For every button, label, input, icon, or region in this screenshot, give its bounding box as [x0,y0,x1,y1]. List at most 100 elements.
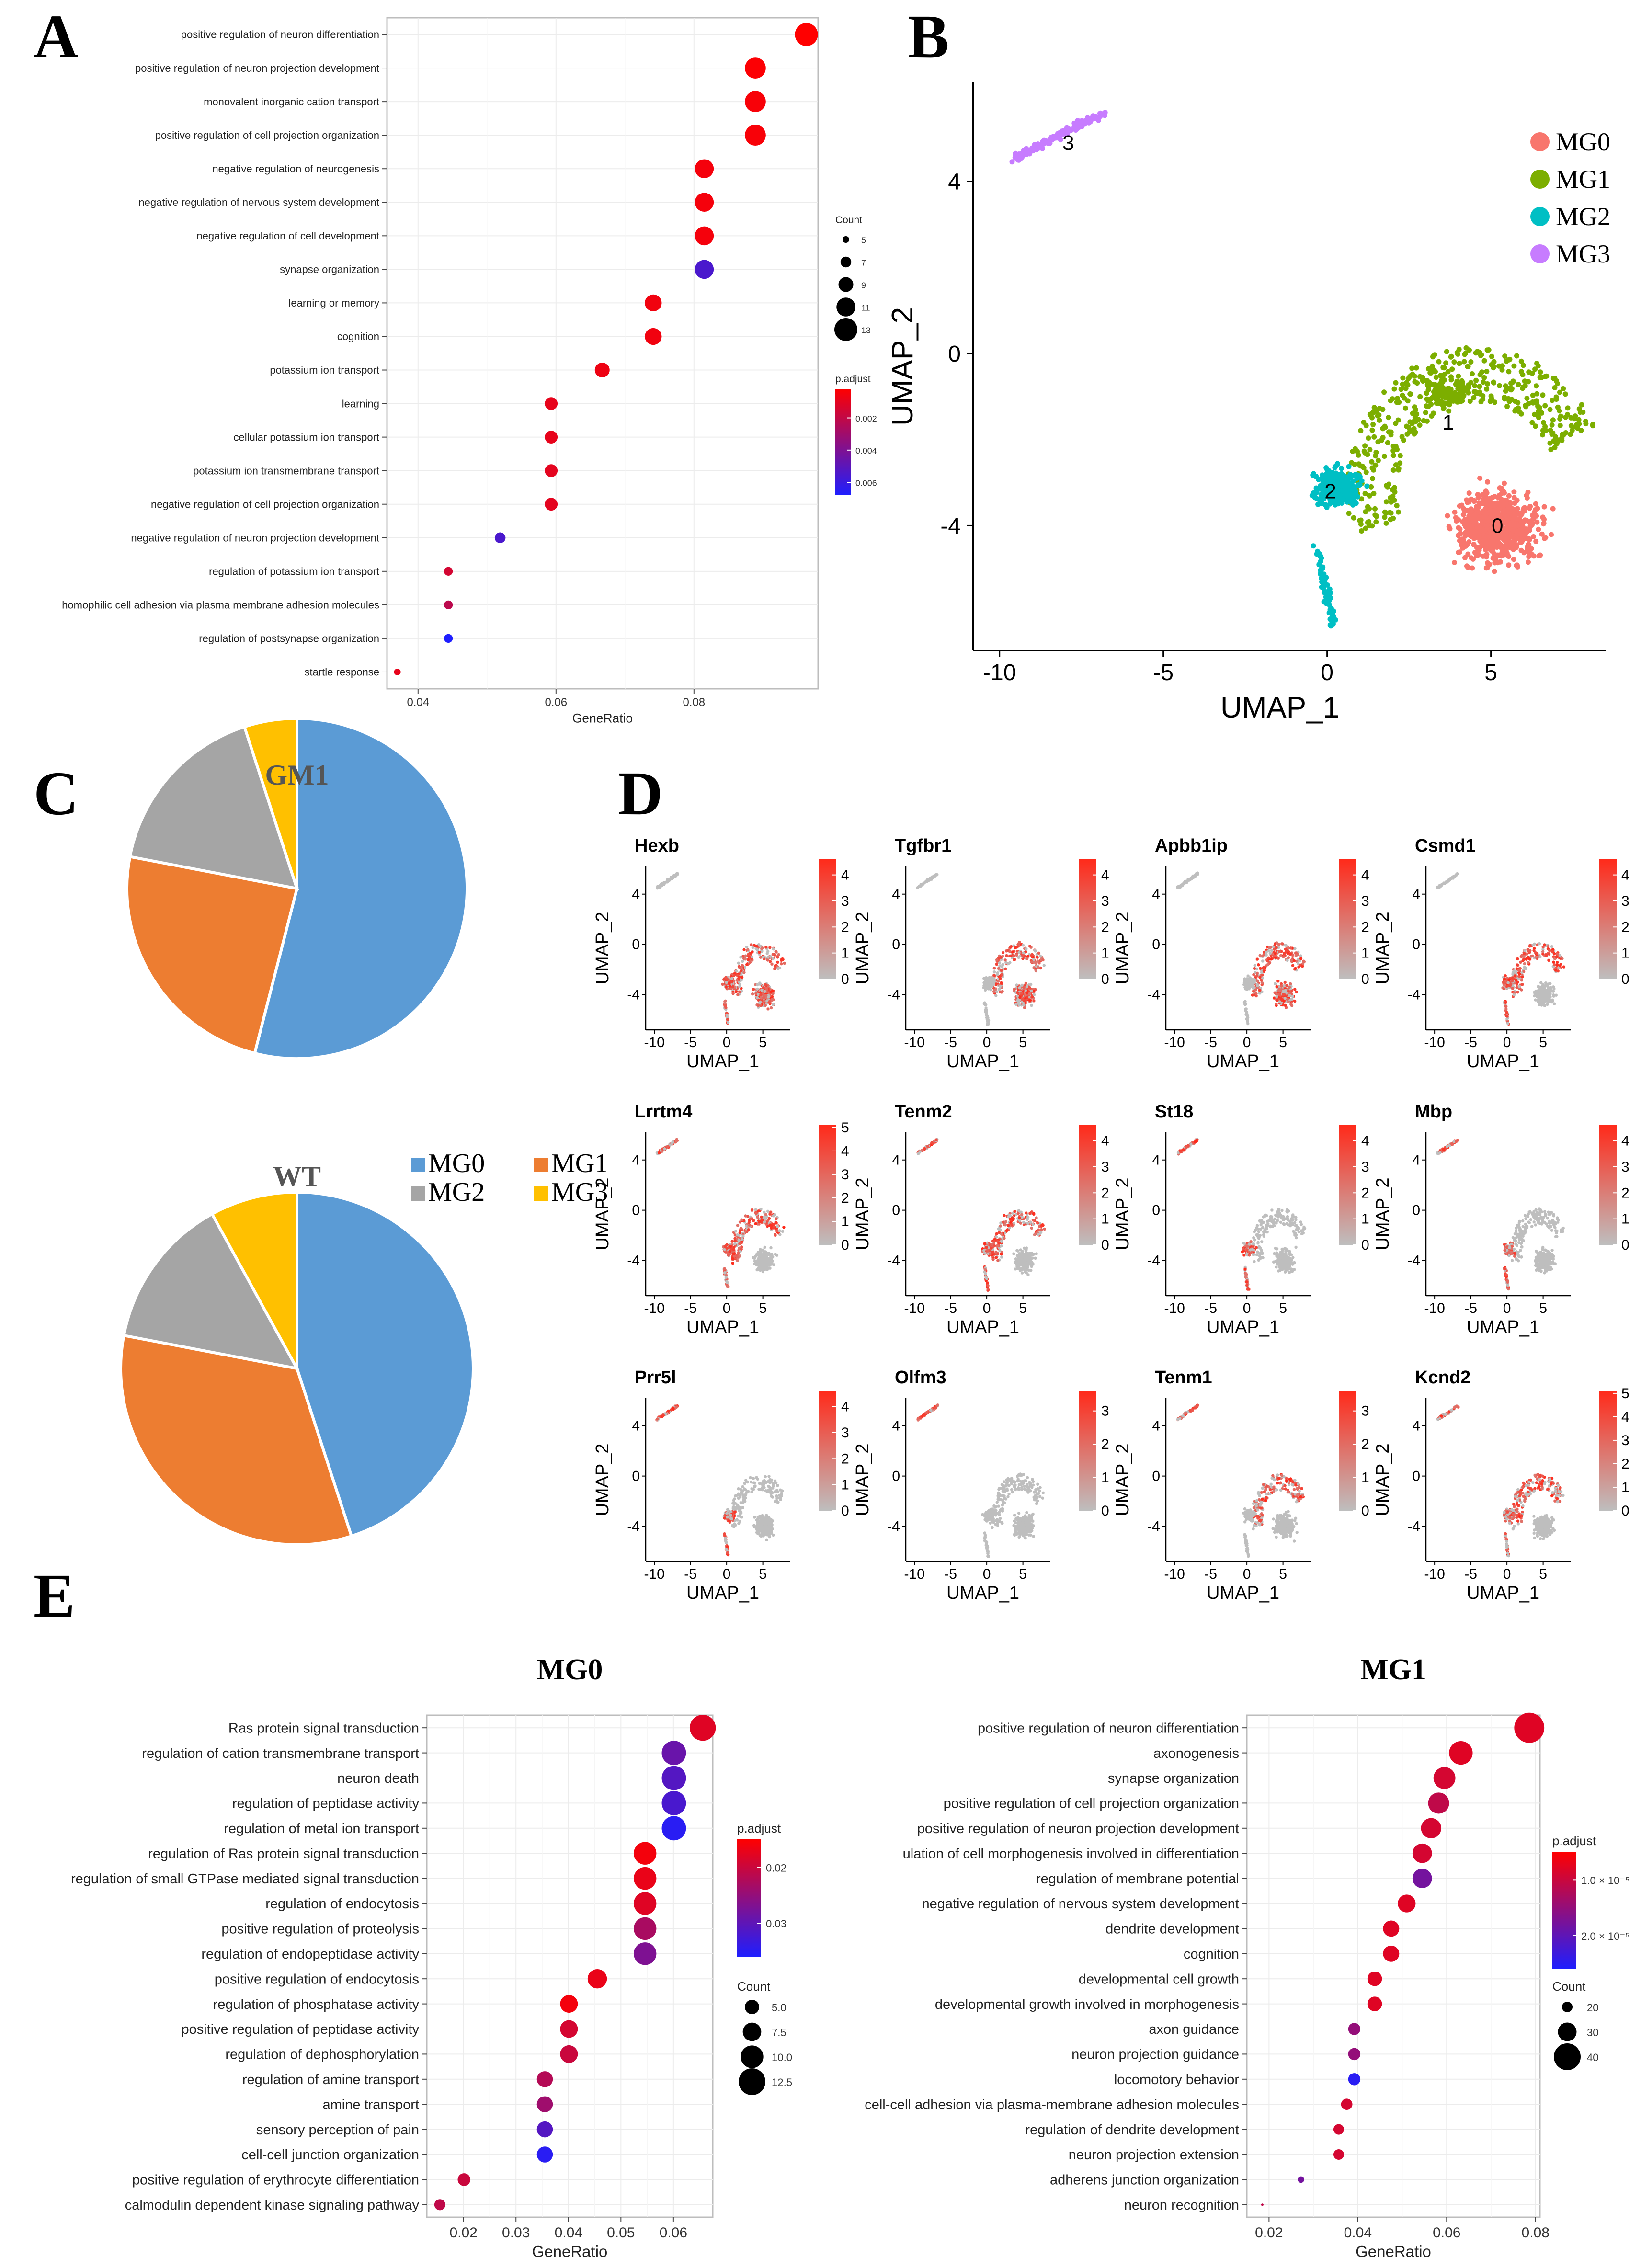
umap-point-mg2 [1325,469,1330,475]
feature-point-mg1 [1253,967,1256,970]
umap-point-mg1 [1456,347,1462,352]
feature-point-mg1 [1516,991,1519,994]
umap-point-mg1 [1576,406,1582,412]
feature-point-mg1 [1547,958,1550,962]
cluster-label-1: 1 [1442,411,1454,434]
term-label: negative regulation of nervous system de… [138,196,379,208]
feature-point-mg1 [1548,948,1551,952]
y-tick-label: 0 [632,937,640,953]
umap-point-mg1 [1484,369,1490,374]
term-label: startle response [304,666,379,678]
umap-point-mg0 [1481,538,1487,544]
feature-point-mg0 [1554,993,1558,997]
feature-point-mg0 [1280,984,1283,988]
feature-point-mg1 [768,946,772,949]
y-axis-title: UMAP_2 [886,307,919,426]
umap-point-mg1 [1487,399,1493,404]
feature-point-mg0 [762,986,765,990]
umap-point-mg1 [1550,417,1556,423]
umap-point-mg0 [1500,521,1505,526]
umap-point-mg0 [1472,512,1478,517]
umap-point-mg1 [1346,511,1352,516]
feature-point-mg0 [1277,1000,1281,1003]
umap-point-mg0 [1531,553,1537,559]
feature-point-mg0 [1028,986,1031,989]
umap-point-mg0 [1460,545,1466,551]
umap-point-mg0 [1483,505,1489,511]
feature-point-mg0 [1543,1004,1547,1007]
umap-point-mg0 [1527,551,1533,557]
umap-point-mg1 [1562,391,1568,397]
x-tick-label: -10 [1164,1035,1185,1050]
feature-colorbar [1599,859,1617,979]
umap-point-mg1 [1425,383,1431,389]
umap-point-mg0 [1465,508,1470,514]
feature-point-mg2 [1507,978,1511,981]
umap-point-mg0 [1471,499,1477,504]
feature-point-mg1 [1273,943,1277,946]
umap-point-mg1 [1407,374,1413,379]
feature-point-mg0 [770,998,774,1001]
feature-point-mg1 [775,1217,778,1220]
feature-point-mg2 [1510,980,1514,983]
feature-point-mg1 [777,953,780,957]
umap-point-mg0 [1483,546,1489,552]
umap-point-mg0 [1465,551,1471,557]
feature-point-mg1 [1523,962,1527,966]
x-tick-label: 0.06 [545,696,567,709]
umap-point-mg2 [1346,464,1352,469]
umap-point-mg1 [1540,392,1546,398]
feature-point-mg1 [1286,958,1289,962]
legend-key-mg3 [1530,244,1550,263]
feature-point-mg1 [1541,945,1545,949]
feature-point-mg1 [1255,957,1259,961]
feature-point-mg1 [778,1233,782,1236]
feature-point-mg1 [754,1222,757,1225]
feature-point-mg1 [741,1234,745,1238]
umap-point-mg1 [1386,429,1391,435]
cluster-label-3: 3 [1062,131,1074,155]
umap-point-mg2 [1350,502,1356,508]
umap-point-mg1 [1400,381,1405,387]
feature-point-mg2 [1505,1014,1509,1018]
feature-point-mg0 [1025,991,1028,994]
umap-point-mg1 [1386,415,1391,421]
dot-negative-regulation-of-neuron-projection-development [494,532,506,544]
umap-point-mg1 [1361,465,1367,471]
umap-point-mg0 [1454,518,1459,524]
term-label: potassium ion transport [270,364,379,376]
umap-point-mg0 [1526,535,1531,541]
umap-point-mg0 [1488,547,1493,553]
y-axis-title: UMAP_2 [853,912,873,984]
feature-point-mg1 [1527,961,1530,964]
umap-point-mg1 [1449,366,1455,372]
umap-point-mg1 [1369,465,1375,471]
umap-point-mg1 [1429,413,1435,419]
feature-point-mg0 [1547,986,1550,990]
umap-point-mg1 [1387,510,1393,515]
feature-point-mg0 [1279,997,1283,1001]
feature-point-mg0 [1028,992,1031,995]
umap-point-mg1 [1371,434,1377,440]
feature-point-mg1 [1015,953,1018,957]
umap-point-mg1 [1502,353,1508,359]
pie-title-gm1: GM1 [265,759,329,791]
feature-point-mg1 [1297,962,1300,965]
feature-point-mg1 [1284,947,1288,951]
feature-point-mg1 [766,1209,770,1213]
term-label: cellular potassium ion transport [234,431,379,443]
umap-point-mg2 [1334,461,1340,467]
feature-point-mg0 [755,983,759,987]
umap-point-mg1 [1365,506,1371,512]
feature-point-mg1 [734,990,738,993]
feature-point-mg0 [1543,1001,1546,1004]
feature-point-mg0 [769,1246,773,1250]
umap-point-mg3 [1019,151,1025,156]
feature-point-mg0 [1284,1003,1287,1007]
umap-point-mg1 [1550,430,1556,436]
panel-label-b: B [908,2,949,71]
feature-point-mg0 [1018,986,1022,990]
feature-point-mg2 [991,982,995,985]
umap-point-mg2 [1329,617,1334,623]
